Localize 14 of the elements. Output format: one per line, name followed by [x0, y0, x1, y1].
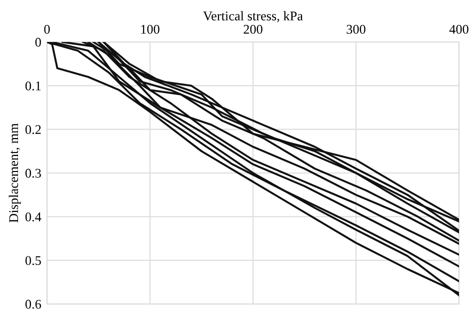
y-tick-label: 0.3 [25, 168, 41, 178]
x-tick-label: 100 [141, 24, 160, 34]
y-tick-label: 0.2 [25, 125, 41, 134]
x-tick-label: 200 [244, 24, 262, 34]
y-tick-label: 0.4 [25, 212, 42, 222]
x-axis-title: Vertical stress, kPa [203, 11, 303, 22]
x-tick-label: 0 [44, 24, 50, 34]
y-axis-title: Displacement, mm [8, 123, 21, 222]
x-tick-label: 300 [346, 24, 366, 34]
y-tick-label: 0.6 [25, 300, 42, 309]
y-tick-label: 0.1 [25, 81, 41, 90]
x-tick-label: 400 [449, 24, 468, 34]
y-tick-label: 0 [35, 38, 41, 47]
y-tick-label: 0.5 [25, 256, 41, 266]
